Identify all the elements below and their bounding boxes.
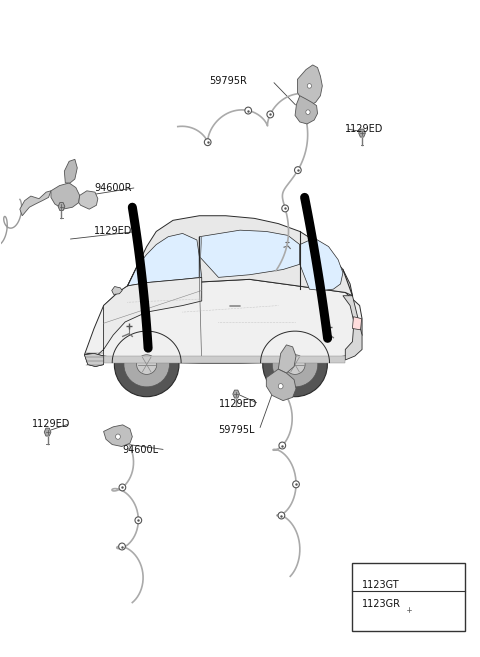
Polygon shape [51,183,80,209]
Ellipse shape [307,83,312,88]
Polygon shape [58,202,65,210]
Ellipse shape [306,110,310,114]
Polygon shape [199,230,300,277]
Ellipse shape [279,442,286,449]
Text: 1129ED: 1129ED [345,124,384,133]
Polygon shape [104,425,132,447]
Text: 1129ED: 1129ED [32,419,70,428]
FancyBboxPatch shape [352,562,465,631]
Ellipse shape [267,111,274,118]
Ellipse shape [124,342,169,387]
Polygon shape [79,191,98,209]
Polygon shape [359,129,365,137]
Polygon shape [84,353,104,367]
Ellipse shape [282,205,288,212]
Polygon shape [233,390,240,398]
Polygon shape [295,96,318,124]
Polygon shape [128,215,352,296]
Text: 1123GT: 1123GT [362,581,400,591]
Ellipse shape [293,481,300,487]
Polygon shape [44,428,51,436]
Ellipse shape [137,355,157,374]
Text: 1129ED: 1129ED [94,227,132,237]
Ellipse shape [278,384,283,389]
Polygon shape [352,317,361,330]
Polygon shape [298,65,323,106]
Polygon shape [104,356,345,363]
Polygon shape [266,369,296,401]
Polygon shape [112,286,122,294]
Polygon shape [405,605,412,614]
Polygon shape [84,279,362,363]
Polygon shape [343,296,362,360]
Ellipse shape [295,167,301,173]
Polygon shape [300,238,343,290]
Ellipse shape [263,332,327,397]
Ellipse shape [285,355,305,374]
Text: 94600L: 94600L [123,445,159,455]
Ellipse shape [119,484,126,491]
Ellipse shape [272,342,318,387]
Polygon shape [278,345,296,373]
Polygon shape [84,277,202,358]
Text: 1123GR: 1123GR [362,599,401,609]
Ellipse shape [116,434,120,440]
Ellipse shape [135,517,142,524]
Text: 1129ED: 1129ED [218,399,257,409]
Ellipse shape [278,512,285,519]
Polygon shape [64,160,77,183]
Text: 59795L: 59795L [218,425,255,435]
Text: 94600R: 94600R [94,183,132,193]
Ellipse shape [119,543,125,550]
Ellipse shape [114,332,179,397]
Polygon shape [20,191,51,215]
Ellipse shape [204,139,211,146]
Polygon shape [84,353,104,367]
Text: 59795R: 59795R [209,76,247,85]
Ellipse shape [245,107,252,114]
Polygon shape [128,233,202,286]
